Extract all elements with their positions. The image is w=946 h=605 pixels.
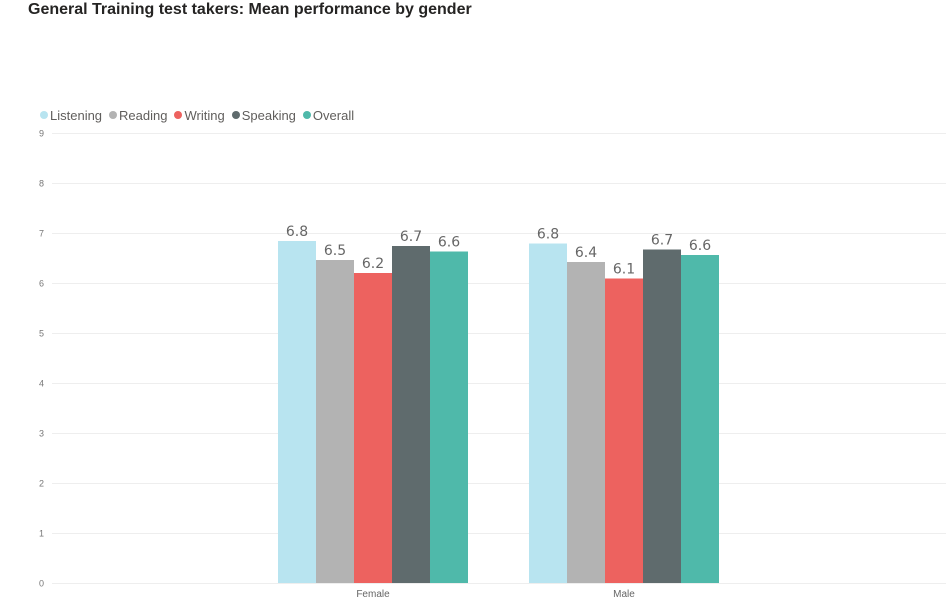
bar-overall-male <box>681 255 719 583</box>
legend-dot-icon <box>109 111 118 119</box>
bar-writing-female <box>354 273 392 583</box>
data-label: 6.6 <box>689 238 711 254</box>
chart-legend: Listening Reading Writing Speaking Overall <box>40 107 361 123</box>
data-label: 6.7 <box>651 233 673 249</box>
legend-label: Overall <box>312 107 355 123</box>
bar-listening-female <box>278 241 316 583</box>
data-label: 6.7 <box>400 229 422 245</box>
legend-item-listening[interactable]: Listening <box>40 108 102 123</box>
bar-overall-female <box>430 251 468 583</box>
data-label: 6.6 <box>438 235 460 251</box>
bar-speaking-male <box>643 249 681 583</box>
data-label: 6.8 <box>286 224 308 240</box>
legend-label: Reading <box>119 107 168 123</box>
y-tick-label: 0 <box>39 579 44 589</box>
data-label: 6.1 <box>613 262 635 278</box>
bar-writing-male <box>605 278 643 583</box>
y-tick-label: 7 <box>39 229 44 239</box>
legend-item-speaking[interactable]: Speaking <box>231 107 296 123</box>
legend-label: Listening <box>50 107 103 123</box>
legend-dot-icon <box>174 111 183 119</box>
chart-title: General Training test takers: Mean perfo… <box>28 1 472 18</box>
data-label: 6.8 <box>537 227 559 243</box>
y-tick-label: 1 <box>39 529 44 539</box>
y-tick-label: 3 <box>39 429 44 439</box>
y-tick-label: 2 <box>39 479 44 489</box>
x-category-label: Male <box>613 589 635 600</box>
bar-listening-male <box>529 243 567 583</box>
data-label: 6.4 <box>575 245 597 261</box>
data-label: 6.5 <box>324 243 346 259</box>
data-label: 6.2 <box>362 256 384 272</box>
bar-reading-female <box>316 260 354 583</box>
legend-item-writing[interactable]: Writing <box>174 107 225 123</box>
bar-speaking-female <box>392 246 430 583</box>
y-tick-label: 4 <box>39 379 44 389</box>
legend-dot-icon <box>40 111 48 119</box>
legend-dot-icon <box>231 111 240 119</box>
bar-reading-male <box>567 262 605 583</box>
x-category-label: Female <box>356 589 390 600</box>
legend-dot-icon <box>302 111 311 119</box>
y-tick-label: 6 <box>39 279 44 289</box>
y-tick-label: 8 <box>39 179 44 189</box>
y-tick-label: 5 <box>39 329 44 339</box>
legend-label: Writing <box>184 107 225 123</box>
y-tick-label: 9 <box>39 129 44 139</box>
legend-item-overall[interactable]: Overall <box>302 107 355 123</box>
legend-item-reading[interactable]: Reading <box>109 108 167 123</box>
legend-label: Speaking <box>241 107 296 123</box>
